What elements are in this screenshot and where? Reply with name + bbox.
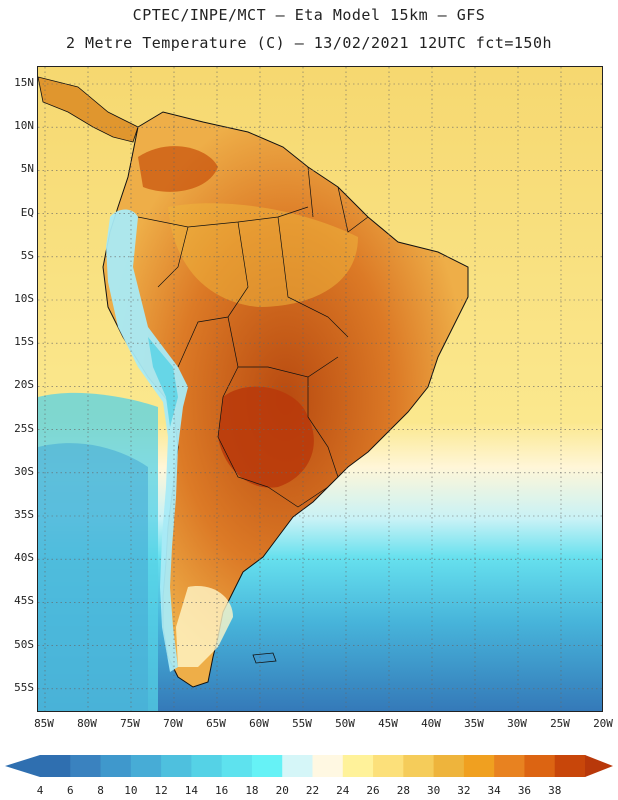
colorbar-segment <box>494 755 525 777</box>
colorbar-tick-label: 12 <box>154 784 168 797</box>
map-title-line-1: CPTEC/INPE/MCT – Eta Model 15km – GFS <box>132 6 486 24</box>
colorbar-tick-label: 18 <box>245 784 259 797</box>
lat-label: 40S <box>14 551 34 565</box>
andes-cold-strip <box>106 209 188 672</box>
colorbar-segment <box>403 755 435 777</box>
colorbar-segment <box>40 755 71 777</box>
lon-label: 30W <box>507 717 527 730</box>
lon-label: 75W <box>120 717 140 730</box>
lat-label: 50S <box>14 637 34 651</box>
colorbar-max-arrow <box>585 755 613 777</box>
central-america <box>38 76 139 143</box>
lon-label: 50W <box>335 717 355 730</box>
colorbar-tick-label: 10 <box>124 784 138 797</box>
lat-label: 10N <box>14 119 34 133</box>
hot-core-region <box>218 386 314 488</box>
lon-label: 35W <box>464 717 484 730</box>
falkland-islands <box>252 652 277 664</box>
temperature-colorbar <box>5 755 613 777</box>
colorbar-tick-label: 14 <box>184 784 198 797</box>
lon-label: 40W <box>421 717 441 730</box>
lon-label: 65W <box>206 717 226 730</box>
colorbar-segment <box>161 755 192 777</box>
colorbar-segment <box>554 755 586 777</box>
colorbar-tick-label: 4 <box>36 784 44 797</box>
lat-label: EQ <box>20 205 34 219</box>
colorbar-segment <box>524 755 556 777</box>
lat-label: 5S <box>20 248 34 262</box>
colorbar-segment <box>312 755 344 777</box>
lon-label: 70W <box>163 717 183 730</box>
colorbar-segment <box>100 755 132 777</box>
hot-north-region <box>138 146 218 192</box>
lat-label: 25S <box>14 421 34 435</box>
lon-label: 55W <box>292 717 312 730</box>
colorbar-tick-label: 20 <box>275 784 289 797</box>
country-borders <box>137 166 369 508</box>
andes-cold-core <box>148 337 178 427</box>
lat-label: 55S <box>14 680 34 694</box>
lon-label: 25W <box>550 717 570 730</box>
map-title-line-2: 2 Metre Temperature (C) – 13/02/2021 12U… <box>65 34 553 52</box>
colorbar-tick-label: 30 <box>426 784 441 797</box>
colorbar-tick-label: 28 <box>396 784 410 797</box>
colorbar-segment <box>251 755 283 777</box>
colorbar-tick-label: 36 <box>517 784 532 797</box>
lat-label: 5N <box>20 162 34 176</box>
colorbar-tick-label: 38 <box>548 784 562 797</box>
lat-label: 10S <box>14 292 34 305</box>
colorbar-segment <box>191 755 223 777</box>
colorbar-segment <box>373 755 404 777</box>
lon-label: 85W <box>34 717 54 730</box>
colorbar-tick-label: 6 <box>66 784 74 797</box>
patagonia-mild-region <box>176 586 233 667</box>
lat-label: 15S <box>14 335 34 349</box>
colorbar-segment <box>342 755 374 777</box>
colorbar-tick-label: 8 <box>97 784 104 797</box>
colorbar-min-arrow <box>5 755 40 777</box>
lon-label: 45W <box>378 717 398 730</box>
lat-label: 20S <box>14 378 34 392</box>
colorbar-tick-label: 16 <box>215 784 229 797</box>
colorbar-segment <box>463 755 495 777</box>
lat-label: 15N <box>14 76 34 89</box>
lat-label: 30S <box>14 464 34 478</box>
colorbar-tick-label: 26 <box>366 784 380 797</box>
map-canvas <box>38 67 602 711</box>
lat-label: 35S <box>14 508 34 521</box>
lon-label: 80W <box>77 717 97 730</box>
colorbar-tick-label: 32 <box>457 784 471 797</box>
colorbar-tick-label: 22 <box>305 784 320 797</box>
pacific-cold-region <box>38 443 148 711</box>
colorbar-segment <box>282 755 313 777</box>
lon-label: 60W <box>249 717 269 730</box>
colorbar-segment <box>130 755 162 777</box>
lon-label: 20W <box>593 717 613 730</box>
amazon-warm-region <box>168 203 358 307</box>
lat-label: 45S <box>14 594 34 608</box>
colorbar-segment <box>221 755 253 777</box>
colorbar-tick-label: 34 <box>487 784 501 797</box>
colorbar-segment <box>70 755 102 777</box>
colorbar-segment <box>433 755 465 777</box>
temperature-map <box>37 66 603 712</box>
colorbar-tick-label: 24 <box>336 784 350 797</box>
